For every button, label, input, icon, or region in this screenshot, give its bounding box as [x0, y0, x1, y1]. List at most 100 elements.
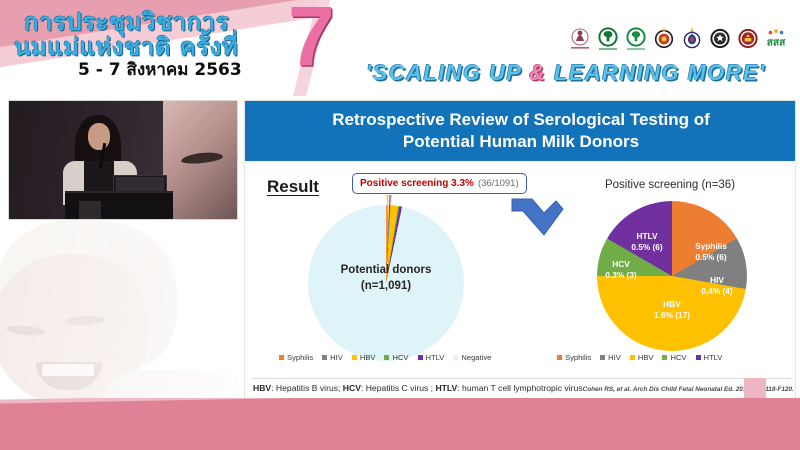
pie-left-slices: [308, 205, 464, 361]
legend-swatch-hcv-right: [662, 355, 668, 360]
footnote-hcv-key: HCV: [342, 383, 361, 393]
legend-swatch-negative: [453, 355, 459, 360]
positive-screening-callout: Positive screening 3.3% (36/1091): [352, 173, 527, 194]
slice-name-syphilis: Syphilis: [695, 241, 727, 251]
legend-label-hbv-right: HBV: [637, 353, 654, 362]
laptop-screen: [116, 177, 164, 193]
pie-right-slices: [597, 201, 747, 351]
callout-main-text: Positive screening 3.3%: [360, 178, 474, 189]
legend-item-hbv: HBV: [351, 353, 375, 362]
slide-panel: Retrospective Review of Serological Test…: [244, 100, 796, 406]
footnote-divider: [251, 378, 791, 379]
pie-left-legend: Syphilis HIV HBV HCV HTLV Negative: [279, 353, 491, 362]
conference-title-thai-line2: นมแม่แห่งชาติ ครั้งที่: [14, 33, 239, 61]
positive-screening-pie-chart: Syphilis 0.5% (6) HIV 0.4% (4) HBV 1.6% …: [597, 201, 747, 351]
legend-label-hiv: HIV: [330, 353, 343, 362]
speaker-face: [88, 123, 110, 150]
slice-value-htlv: 0.5% (6): [631, 242, 663, 253]
department-of-health-logo-icon: [624, 26, 648, 52]
footer-pink-band: [0, 398, 800, 450]
slice-name-hbv: HBV: [663, 299, 681, 309]
slice-value-hbv: 1.6% (17): [654, 310, 690, 321]
speaker-video-thumbnail[interactable]: [8, 100, 238, 220]
smiling-child-photo: [0, 212, 244, 424]
slice-name-htlv: HTLV: [636, 231, 658, 241]
conference-date-thai: 5 - 7 สิงหาคม 2563: [78, 60, 242, 80]
svg-text:สสส: สสส: [767, 37, 786, 48]
pie-left-center-label: Potential donors (n=1,091): [308, 263, 464, 294]
pie-slice-label-syphilis: Syphilis 0.5% (6): [681, 241, 741, 263]
slice-name-hiv: HIV: [710, 275, 724, 285]
footnote-htlv-val: : human T cell lymphotropic virus: [457, 383, 583, 393]
legend-swatch-hcv: [384, 355, 390, 360]
breastfeeding-foundation-logo-icon: [568, 26, 592, 52]
legend-item-syphilis: Syphilis: [279, 353, 313, 362]
conference-header-banner: การประชุมวิชาการ นมแม่แห่งชาติ ครั้งที่ …: [0, 0, 800, 96]
legend-swatch-htlv-right: [695, 355, 701, 360]
slide-title-line1: Retrospective Review of Serological Test…: [332, 110, 710, 130]
footnote-hbv-val: : Hepatitis B virus;: [271, 383, 343, 393]
positive-screening-chart-heading: Positive screening (n=36): [604, 179, 736, 191]
sponsor-logo-row: สสส: [568, 26, 788, 52]
legend-item-syphilis-right: Syphilis: [557, 353, 591, 362]
result-heading: Result: [267, 177, 319, 196]
legend-label-syphilis-right: Syphilis: [565, 353, 592, 362]
legend-swatch-syphilis-right: [557, 355, 562, 360]
legend-item-hiv: HIV: [322, 353, 343, 362]
legend-label-hcv-right: HCV: [670, 353, 687, 362]
legend-swatch-htlv: [417, 355, 423, 360]
potential-donors-pie-chart: Potential donors (n=1,091): [308, 195, 464, 361]
slice-value-hcv: 0.3% (3): [605, 270, 637, 281]
pie-slice-label-htlv: HTLV 0.5% (6): [621, 231, 673, 253]
ministry-of-health-logo-icon: [596, 26, 620, 52]
slice-name-hcv: HCV: [612, 259, 630, 269]
slide-title: Retrospective Review of Serological Test…: [245, 101, 795, 161]
legend-label-negative: Negative: [461, 353, 492, 362]
photo-fade-overlay: [0, 212, 244, 424]
blue-chevron-arrow-icon: [511, 198, 564, 236]
legend-item-hcv-right: HCV: [662, 353, 687, 362]
conference-title-thai-line1: การประชุมวิชาการ: [24, 8, 230, 36]
slide-footnote: HBV: Hepatitis B virus; HCV: Hepatitis C…: [253, 383, 794, 393]
legend-item-hbv-right: HBV: [629, 353, 654, 362]
tagline-ampersand: &: [529, 60, 547, 85]
medical-council-logo-icon: [708, 26, 732, 52]
tagline-part1: 'SCALING UP: [366, 60, 530, 85]
conference-tagline: 'SCALING UP & LEARNING MORE': [366, 60, 766, 86]
page-footer-bar: [0, 398, 800, 450]
pie-slice-label-hcv: HCV 0.3% (3): [595, 259, 647, 281]
legend-swatch-hbv-right: [629, 355, 635, 360]
legend-swatch-hiv-right: [600, 355, 606, 360]
royal-garuda-logo-icon: [680, 26, 704, 52]
footnote-hcv-val: : Hepatitis C virus ;: [360, 383, 436, 393]
footnote-hbv-key: HBV: [253, 383, 272, 393]
legend-item-hiv-right: HIV: [600, 353, 621, 362]
slice-value-syphilis: 0.5% (6): [695, 252, 727, 263]
legend-label-syphilis: Syphilis: [287, 353, 314, 362]
pie-left-label-line2: (n=1,091): [360, 279, 412, 292]
royal-emblem-logo-icon: [652, 26, 676, 52]
pie-slice-label-hiv: HIV 0.4% (4): [693, 275, 741, 297]
legend-item-hcv: HCV: [384, 353, 409, 362]
legend-swatch-hiv: [322, 355, 328, 360]
callout-sub-text: (36/1091): [477, 178, 519, 189]
legend-item-negative: Negative: [453, 353, 491, 362]
conference-edition-number: 7: [288, 0, 335, 83]
podium-panel: [79, 201, 101, 219]
abbreviation-key: HBV: Hepatitis B virus; HCV: Hepatitis C…: [253, 383, 583, 393]
legend-label-hcv: HCV: [392, 353, 409, 362]
legend-swatch-hbv: [351, 355, 357, 360]
thai-health-sso-logo-icon: สสส: [764, 26, 788, 52]
footer-pink-swatch: [744, 378, 766, 398]
pie-left-minority-spike: [386, 195, 392, 223]
legend-label-htlv: HTLV: [425, 353, 445, 362]
legend-item-htlv: HTLV: [417, 353, 445, 362]
legend-swatch-syphilis: [279, 355, 284, 360]
pie-left-label-line1: Potential donors: [340, 264, 432, 276]
footnote-htlv-key: HTLV: [435, 383, 458, 393]
pediatric-society-logo-icon: [736, 26, 760, 52]
slide-title-line2: Potential Human Milk Donors: [402, 132, 640, 151]
legend-label-hiv-right: HIV: [608, 353, 621, 362]
slice-value-hiv: 0.4% (4): [701, 286, 733, 297]
